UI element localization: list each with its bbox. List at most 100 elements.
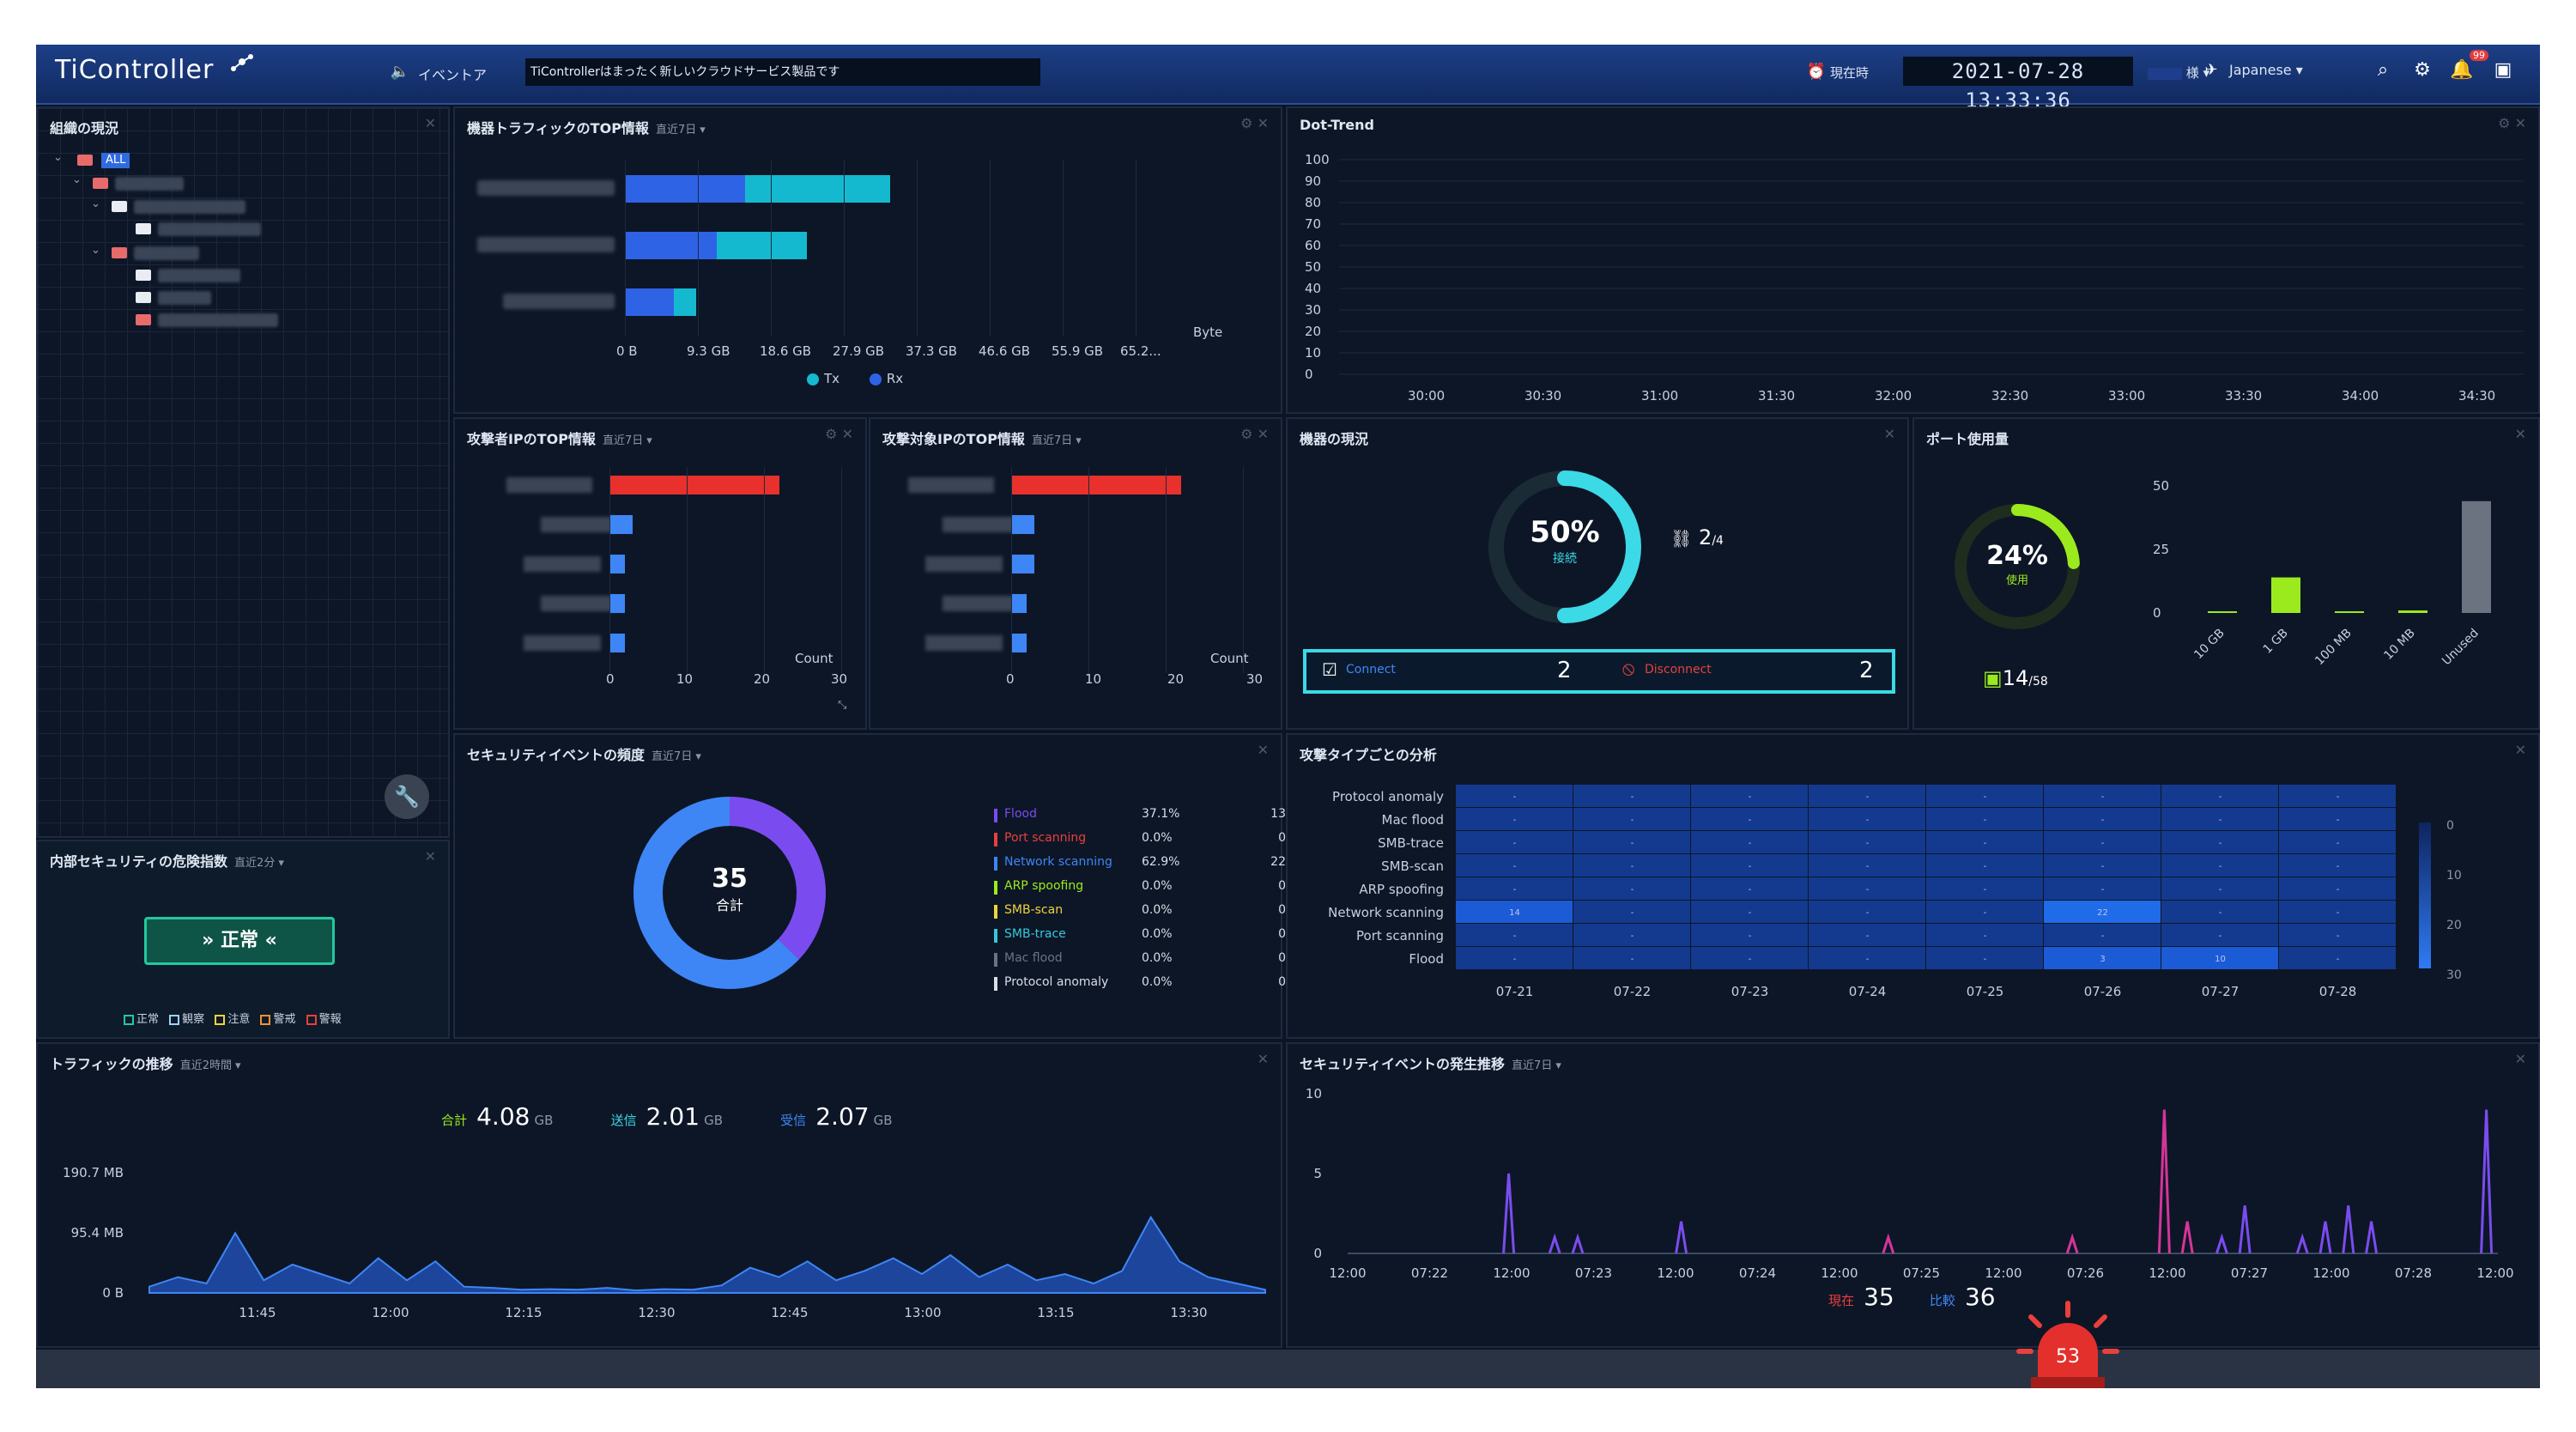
traffic-top-range[interactable]: 直近7日: [655, 124, 697, 137]
alarm-siren[interactable]: 53: [2012, 1300, 2124, 1388]
attacker-range[interactable]: 直近7日: [602, 434, 644, 447]
search-icon[interactable]: ⌕: [2377, 59, 2389, 81]
user-menu[interactable]: 様 ▾: [2148, 64, 2209, 82]
heat-value: -: [2337, 931, 2340, 941]
event-row[interactable]: ARP spoofing 0.0% 0: [994, 879, 1286, 901]
y-tick: 25: [2153, 542, 2169, 557]
event-row[interactable]: SMB-trace 0.0% 0: [994, 927, 1286, 950]
device-center: 50% 接続: [1483, 515, 1646, 567]
close-icon[interactable]: ✕: [424, 848, 436, 865]
app-logo[interactable]: TiController: [55, 55, 215, 85]
heat-col-label: 07-25: [1967, 984, 2004, 999]
tree-node-label[interactable]: [158, 291, 211, 305]
panel-controls[interactable]: ⚙ ✕: [1240, 115, 1269, 131]
port-center: 24% 使用: [1949, 541, 2086, 587]
spike: [2065, 1233, 2079, 1254]
close-icon[interactable]: ✕: [1883, 426, 1895, 442]
spike: [1882, 1233, 1895, 1254]
event-row[interactable]: Mac flood 0.0% 0: [994, 951, 1286, 974]
legend-rx[interactable]: Rx: [886, 371, 904, 386]
chevron-down-icon[interactable]: ⌄: [53, 151, 63, 164]
event-color-mark: [994, 905, 997, 919]
panel-controls[interactable]: ⚙ ✕: [1240, 426, 1269, 442]
tree-node-label[interactable]: [115, 177, 184, 191]
panel-controls[interactable]: ⚙ ✕: [2498, 115, 2526, 131]
risk-status[interactable]: » 正常 «: [144, 917, 335, 965]
chevron-down-icon[interactable]: ▾: [1555, 1059, 1561, 1072]
chevron-down-icon[interactable]: ▾: [234, 1059, 241, 1072]
heat-row-label: SMB-scan: [1381, 859, 1444, 874]
heat-cell: [1691, 854, 1808, 877]
chevron-down-icon[interactable]: ▾: [700, 124, 706, 137]
bell-icon[interactable]: 🔔: [2450, 59, 2474, 81]
heat-cell: [1926, 924, 2043, 946]
tree-node-label[interactable]: [158, 222, 261, 236]
risk-range[interactable]: 直近2分: [234, 857, 276, 870]
sec-events-total-label: 合計: [715, 897, 743, 913]
folder-icon: [112, 201, 127, 212]
window-icon[interactable]: ▣: [2494, 59, 2512, 81]
traffic-trend-range[interactable]: 直近2時間: [179, 1059, 232, 1072]
dashboard-screen: TiController 🔈 イベントア TiControllerはまったく新し…: [36, 45, 2540, 1388]
wrench-button[interactable]: 🔧: [385, 774, 429, 819]
chevron-down-icon[interactable]: ▾: [278, 857, 284, 870]
dot-trend-panel: Dot-Trend ⚙ ✕ 100 90 80 70 60 50 40 30 20 10 0 30:0…: [1286, 106, 2540, 414]
x-tick: 46.6 GB: [979, 343, 1031, 359]
event-ticker[interactable]: TiControllerはまったく新しいクラウドサービス製品です: [525, 58, 1040, 86]
event-count: 0: [1278, 831, 1286, 845]
x-tick: 07:26: [2067, 1265, 2104, 1281]
event-row[interactable]: Flood 37.1% 13: [994, 807, 1286, 829]
close-icon[interactable]: ✕: [2514, 742, 2526, 758]
disconnect-label[interactable]: Disconnect: [1645, 663, 1712, 677]
close-icon[interactable]: ✕: [2514, 1051, 2526, 1067]
legend-tx[interactable]: Tx: [824, 371, 840, 386]
heat-cell: [2161, 877, 2278, 900]
chevron-down-icon[interactable]: ▾: [646, 434, 652, 447]
heat-value: -: [1631, 816, 1634, 825]
chevron-down-icon[interactable]: ⌄: [72, 173, 82, 186]
event-row[interactable]: Port scanning 0.0% 0: [994, 831, 1286, 853]
event-row[interactable]: SMB-scan 0.0% 0: [994, 903, 1286, 925]
gauge-fill: [1955, 504, 2080, 629]
chevron-down-icon[interactable]: ▾: [1076, 434, 1082, 447]
tree-node-label[interactable]: [158, 313, 278, 327]
panel-controls[interactable]: ⚙ ✕: [825, 426, 853, 442]
x-tick: 12:00: [2312, 1265, 2349, 1281]
chevron-down-icon[interactable]: ⌄: [91, 244, 100, 257]
close-icon[interactable]: ✕: [1257, 1051, 1269, 1067]
resize-icon[interactable]: ⤡: [838, 699, 847, 712]
language-select[interactable]: Japanese ▾: [2229, 62, 2303, 78]
x-tick: 12:00: [372, 1305, 409, 1320]
heat-cell: [2161, 831, 2278, 853]
port-icon: ▣: [1983, 666, 2003, 690]
close-icon[interactable]: ✕: [1257, 742, 1269, 758]
gear-icon[interactable]: ⚙: [2414, 59, 2431, 81]
heat-cell: [1809, 924, 1925, 946]
event-row[interactable]: Protocol anomaly 0.0% 0: [994, 975, 1286, 998]
sec-trend-range[interactable]: 直近7日: [1512, 1059, 1553, 1072]
heat-cell: [1926, 785, 2043, 807]
target-range[interactable]: 直近7日: [1031, 434, 1073, 447]
event-name: Protocol anomaly: [1004, 975, 1109, 989]
tree-node-label[interactable]: [158, 269, 240, 282]
target-title-text: 攻撃対象IPのTOP情報: [882, 431, 1025, 447]
risk-legend-normal: 正常: [136, 1013, 160, 1026]
tree-root-all[interactable]: ALL: [101, 153, 130, 168]
sec-events-range[interactable]: 直近7日: [652, 750, 693, 763]
connect-label[interactable]: Connect: [1346, 663, 1396, 677]
chevron-down-icon[interactable]: ▾: [695, 750, 701, 763]
tree-node-label[interactable]: [134, 246, 199, 260]
event-row[interactable]: Network scanning 62.9% 22: [994, 855, 1286, 877]
count-bar: [1011, 634, 1027, 652]
sec-events-title: セキュリティイベントの頻度 直近7日 ▾: [467, 743, 701, 764]
chevron-down-icon[interactable]: ⌄: [91, 197, 100, 210]
heat-row-label: Flood: [1409, 951, 1444, 967]
heat-value: -: [1749, 816, 1752, 825]
heat-cell: [2279, 785, 2396, 807]
tree-node-label[interactable]: [134, 200, 245, 214]
heat-value: -: [1984, 839, 1987, 848]
language-icon: ✈: [2204, 61, 2218, 79]
close-icon[interactable]: ✕: [2514, 426, 2526, 442]
close-icon[interactable]: ✕: [424, 115, 436, 131]
logo-dots-icon: [231, 54, 253, 71]
